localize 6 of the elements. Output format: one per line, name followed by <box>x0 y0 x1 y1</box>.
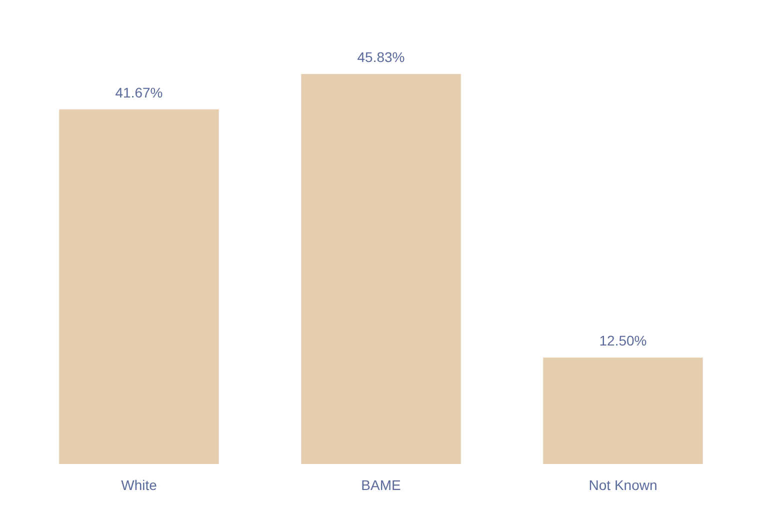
data-label: 45.83% <box>357 49 405 65</box>
data-label: 12.50% <box>599 332 647 349</box>
data-label: 41.67% <box>115 84 163 100</box>
x-tick-label: White <box>121 477 158 493</box>
x-tick-label: Not Known <box>588 477 658 493</box>
x-tick-label: BAME <box>361 477 401 493</box>
